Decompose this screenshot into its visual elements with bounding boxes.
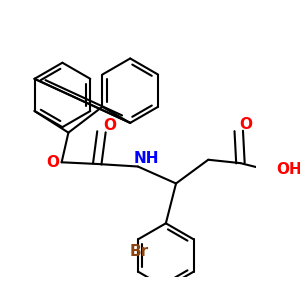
Text: Br: Br xyxy=(130,244,149,259)
Text: NH: NH xyxy=(134,151,159,166)
Text: O: O xyxy=(103,118,116,133)
Text: O: O xyxy=(47,155,60,170)
Text: O: O xyxy=(239,117,252,132)
Text: OH: OH xyxy=(277,162,300,177)
